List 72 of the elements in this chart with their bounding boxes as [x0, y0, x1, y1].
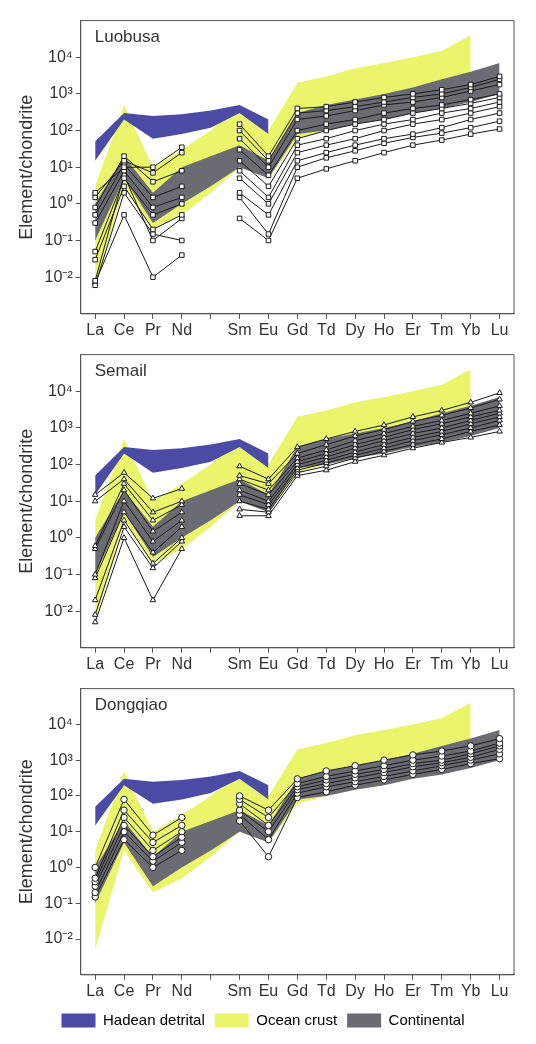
y-tick-label: 10⁻¹ — [44, 230, 73, 248]
x-tick-label: Gd — [286, 654, 309, 672]
y-tick-label: 10¹ — [49, 157, 73, 175]
x-tick-label: Dy — [345, 981, 365, 999]
y-tick-label: 10⁻¹ — [44, 893, 73, 911]
x-tick-label: Nd — [171, 654, 193, 672]
x-tick-label: Eu — [258, 981, 279, 999]
x-tick-label: Ce — [113, 320, 135, 338]
x-tick-label: Td — [316, 981, 336, 999]
x-tick-label: Gd — [286, 320, 309, 338]
x-tick-label: Eu — [258, 320, 279, 338]
y-tick-label: 10⁻² — [44, 601, 74, 619]
x-tick-label: Sm — [227, 320, 252, 338]
x-tick-label: Yb — [460, 320, 481, 338]
y-axis-title: Element/chondrite — [15, 759, 36, 905]
x-tick-label: Yb — [460, 981, 481, 999]
x-tick-label: Td — [316, 654, 336, 672]
y-tick-label: 10³ — [49, 84, 74, 102]
y-tick-label: 10³ — [49, 750, 74, 768]
x-tick-label: Pr — [144, 654, 162, 672]
y-tick-label: 10⁴ — [48, 381, 73, 399]
legend-label: Hadean detrital — [103, 1010, 205, 1028]
x-tick-label: Sm — [227, 981, 252, 999]
legend-label: Ocean crust — [256, 1010, 338, 1028]
x-tick-label: Dy — [345, 320, 365, 338]
y-tick-label: 10³ — [49, 418, 74, 436]
x-tick-label: Ce — [113, 981, 135, 999]
x-tick-label: Tm — [430, 981, 454, 999]
x-tick-label: Pr — [144, 981, 162, 999]
legend-label: Continental — [388, 1010, 465, 1028]
x-tick-label: La — [86, 654, 105, 672]
x-tick-label: Ho — [373, 654, 395, 672]
x-tick-label: Er — [404, 320, 422, 338]
x-tick-label: Nd — [171, 981, 193, 999]
x-tick-label: Nd — [171, 320, 193, 338]
x-tick-label: Lu — [490, 981, 509, 999]
y-tick-label: 10⁰ — [48, 528, 73, 546]
y-tick-label: 10⁰ — [48, 194, 73, 212]
y-tick-label: 10¹ — [49, 822, 73, 840]
x-tick-label: Sm — [227, 654, 252, 672]
y-tick-label: 10⁻² — [44, 267, 74, 285]
x-tick-label: Ho — [373, 981, 395, 999]
y-tick-label: 10¹ — [49, 491, 73, 509]
x-tick-label: Dy — [345, 654, 365, 672]
x-tick-label: Ho — [373, 320, 395, 338]
x-tick-label: Ce — [113, 654, 135, 672]
y-tick-label: 10⁴ — [48, 714, 73, 732]
x-tick-label: Lu — [490, 320, 509, 338]
x-tick-label: Eu — [258, 654, 279, 672]
chart-title: Dongqiao — [94, 694, 168, 714]
y-axis-title: Element/chondrite — [15, 94, 36, 240]
y-tick-label: 10⁰ — [48, 857, 73, 875]
y-tick-label: 10² — [49, 786, 74, 804]
chart-title: Luobusa — [94, 26, 161, 46]
x-tick-label: La — [86, 320, 105, 338]
y-tick-label: 10⁻² — [44, 929, 74, 947]
x-tick-label: Er — [404, 654, 422, 672]
x-tick-label: Yb — [460, 654, 481, 672]
chart-title: Semail — [94, 360, 147, 380]
x-tick-label: Pr — [144, 320, 162, 338]
x-tick-label: Gd — [286, 981, 309, 999]
x-tick-label: Td — [316, 320, 336, 338]
y-tick-label: 10² — [49, 120, 74, 138]
y-tick-label: 10⁻¹ — [44, 564, 73, 582]
y-tick-label: 10⁴ — [48, 47, 73, 65]
y-axis-title: Element/chondrite — [15, 428, 36, 574]
x-tick-label: Er — [404, 981, 422, 999]
x-tick-label: La — [86, 981, 105, 999]
x-tick-label: Tm — [430, 654, 454, 672]
x-tick-label: Lu — [490, 654, 509, 672]
y-tick-label: 10² — [49, 454, 74, 472]
x-tick-label: Tm — [430, 320, 454, 338]
